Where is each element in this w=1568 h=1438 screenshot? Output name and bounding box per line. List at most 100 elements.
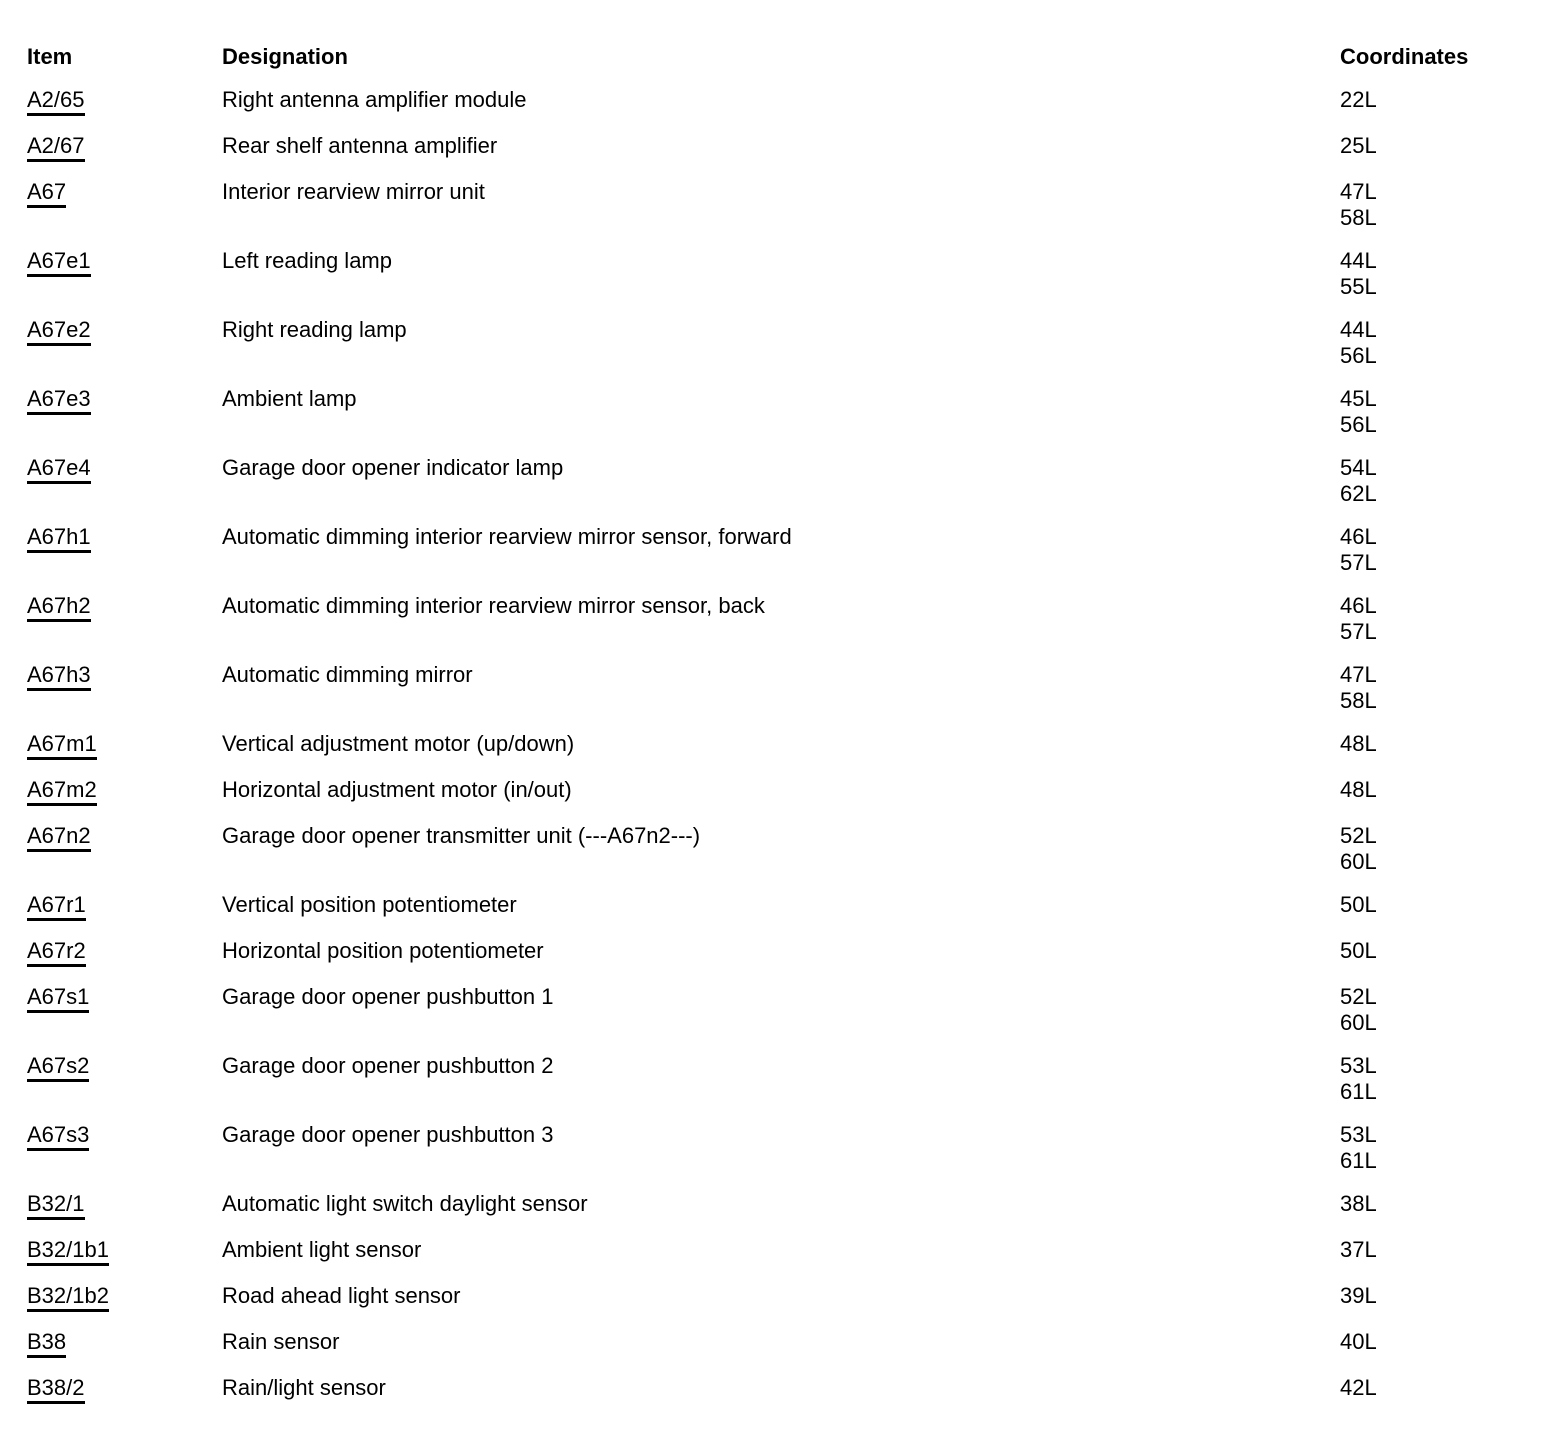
coordinate-value: 38L [1340,1191,1377,1216]
table-row: A67r2 Horizontal position potentiometer … [0,938,1568,967]
item-code-link[interactable]: A67m1 [27,731,97,760]
item-code-link[interactable]: A67r1 [27,892,86,921]
table-row: A67e3 Ambient lamp 45L 56L [0,386,1568,438]
coordinate-value: 46L [1340,524,1377,549]
table-row: A67h3 Automatic dimming mirror 47L 58L [0,662,1568,714]
coordinate-value: 58L [1340,688,1377,713]
coordinate-value: 60L [1340,1010,1377,1035]
coordinates-cell: 37L [1340,1237,1568,1263]
coordinates-cell: 40L [1340,1329,1568,1355]
coordinates-cell: 52L 60L [1340,984,1568,1036]
coordinates-cell: 42L [1340,1375,1568,1401]
designation-cell: Garage door opener indicator lamp [222,455,564,480]
designation-cell: Vertical position potentiometer [222,892,517,917]
item-code-link[interactable]: A67h2 [27,593,91,622]
item-code-link[interactable]: A67s2 [27,1053,90,1082]
designation-cell: Interior rearview mirror unit [222,179,485,204]
table-row: B32/1b2 Road ahead light sensor 39L [0,1283,1568,1312]
designation-cell: Automatic dimming mirror [222,662,473,687]
item-code-link[interactable]: A67s3 [27,1122,90,1151]
item-code-link[interactable]: B38 [27,1329,67,1358]
designation-cell: Garage door opener pushbutton 2 [222,1053,554,1078]
designation-cell: Ambient light sensor [222,1237,422,1262]
table-row: A67n2 Garage door opener transmitter uni… [0,823,1568,875]
table-row: B38/2 Rain/light sensor 42L [0,1375,1568,1404]
table-row: A67e1 Left reading lamp 44L 55L [0,248,1568,300]
coordinates-cell: 48L [1340,731,1568,757]
designation-cell: Horizontal adjustment motor (in/out) [222,777,572,802]
table-row: A67e4 Garage door opener indicator lamp … [0,455,1568,507]
item-code-link[interactable]: A2/67 [27,133,85,162]
coordinates-cell: 38L [1340,1191,1568,1217]
item-code-link[interactable]: B32/1b2 [27,1283,109,1312]
item-cell: B32/1b2 [27,1283,222,1312]
item-code-link[interactable]: B32/1 [27,1191,85,1220]
coordinate-value: 57L [1340,550,1377,575]
coordinate-value: 47L [1340,179,1377,204]
designation-cell: Right reading lamp [222,317,407,342]
coordinate-value: 56L [1340,343,1377,368]
designation-cell: Ambient lamp [222,386,357,411]
item-code-link[interactable]: A67e2 [27,317,91,346]
coordinate-value: 52L [1340,823,1377,848]
designation-cell: Vertical adjustment motor (up/down) [222,731,575,756]
item-code-link[interactable]: B32/1b1 [27,1237,109,1266]
coordinate-value: 57L [1340,619,1377,644]
coordinate-value: 25L [1340,133,1377,158]
coordinate-value: 39L [1340,1283,1377,1308]
item-code-link[interactable]: A67e3 [27,386,91,415]
table-row: A2/65 Right antenna amplifier module 22L [0,87,1568,116]
item-cell: A67e1 [27,248,222,277]
designation-cell: Road ahead light sensor [222,1283,461,1308]
coordinates-cell: 54L 62L [1340,455,1568,507]
coordinate-value: 52L [1340,984,1377,1009]
item-code-link[interactable]: A67m2 [27,777,97,806]
item-cell: B32/1b1 [27,1237,222,1266]
coordinate-value: 58L [1340,205,1377,230]
table-row: A67s3 Garage door opener pushbutton 3 53… [0,1122,1568,1174]
coordinate-value: 54L [1340,455,1377,480]
table-row: B32/1 Automatic light switch daylight se… [0,1191,1568,1220]
coordinate-value: 37L [1340,1237,1377,1262]
item-code-link[interactable]: B38/2 [27,1375,85,1404]
coordinates-cell: 53L 61L [1340,1053,1568,1105]
coordinate-value: 61L [1340,1148,1377,1173]
coordinate-value: 55L [1340,274,1377,299]
table-row: A67r1 Vertical position potentiometer 50… [0,892,1568,921]
item-cell: A67m2 [27,777,222,806]
item-code-link[interactable]: A67h3 [27,662,91,691]
item-code-link[interactable]: A67r2 [27,938,86,967]
item-cell: A67s3 [27,1122,222,1151]
designation-cell: Rear shelf antenna amplifier [222,133,498,158]
table-body: A2/65 Right antenna amplifier module 22L… [0,87,1568,1404]
item-cell: B32/1 [27,1191,222,1220]
coordinate-value: 50L [1340,938,1377,963]
coordinates-cell: 44L 56L [1340,317,1568,369]
item-cell: A2/65 [27,87,222,116]
coordinate-value: 60L [1340,849,1377,874]
table-row: A67h2 Automatic dimming interior rearvie… [0,593,1568,645]
coordinates-cell: 25L [1340,133,1568,159]
item-cell: B38/2 [27,1375,222,1404]
coordinate-value: 42L [1340,1375,1377,1400]
item-code-link[interactable]: A67e1 [27,248,91,277]
coordinate-value: 48L [1340,777,1377,802]
designation-cell: Horizontal position potentiometer [222,938,544,963]
coordinate-value: 45L [1340,386,1377,411]
coordinate-value: 61L [1340,1079,1377,1104]
coordinates-cell: 22L [1340,87,1568,113]
column-header-coordinates: Coordinates [1340,44,1469,69]
coordinates-cell: 53L 61L [1340,1122,1568,1174]
item-code-link[interactable]: A67 [27,179,67,208]
designation-cell: Automatic dimming interior rearview mirr… [222,524,792,549]
item-code-link[interactable]: A67s1 [27,984,90,1013]
table-row: A67e2 Right reading lamp 44L 56L [0,317,1568,369]
item-code-link[interactable]: A2/65 [27,87,85,116]
table-row: A67s2 Garage door opener pushbutton 2 53… [0,1053,1568,1105]
item-code-link[interactable]: A67e4 [27,455,91,484]
designation-cell: Garage door opener pushbutton 3 [222,1122,554,1147]
designation-cell: Left reading lamp [222,248,392,273]
item-code-link[interactable]: A67n2 [27,823,91,852]
column-header-designation: Designation [222,44,348,69]
item-code-link[interactable]: A67h1 [27,524,91,553]
